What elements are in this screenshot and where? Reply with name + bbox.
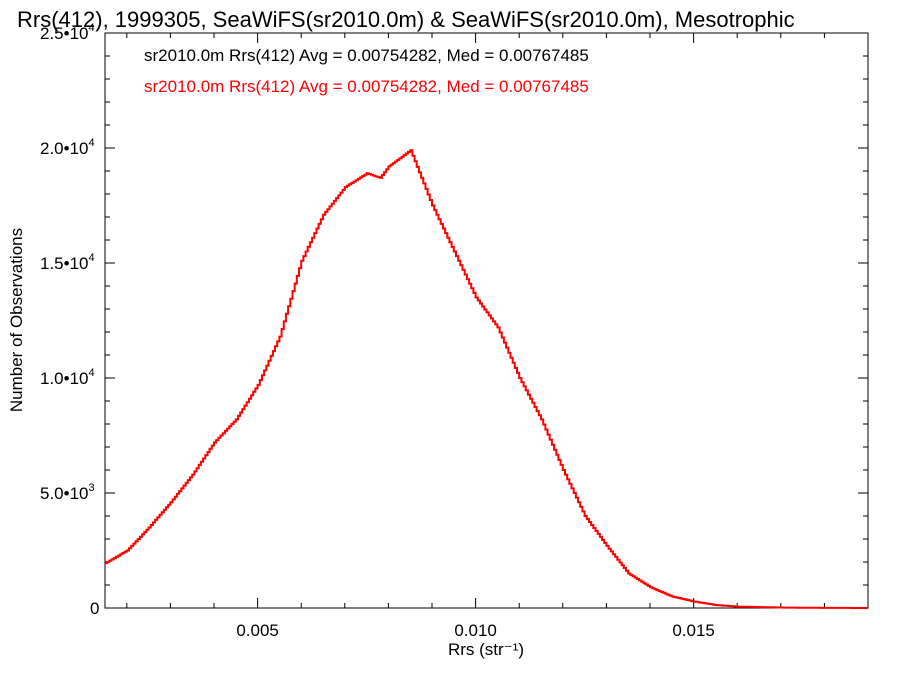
y-tick-label: 1.0•104 [40, 367, 95, 388]
x-axis-label: Rrs (str⁻¹) [448, 640, 524, 659]
y-tick-label: 2.0•104 [40, 137, 95, 158]
x-tick-label: 0.005 [236, 621, 279, 640]
y-tick-label: 5.0•103 [40, 482, 95, 503]
series-line-rrs412 [105, 149, 868, 609]
annotation-red: sr2010.0m Rrs(412) Avg = 0.00754282, Med… [144, 77, 589, 96]
y-tick-label: 2.5•104 [40, 22, 95, 43]
y-axis-label: Number of Observations [7, 228, 26, 412]
plot-frame [104, 32, 869, 609]
x-tick-label: 0.015 [672, 621, 715, 640]
chart-title: Rrs(412), 1999305, SeaWiFS(sr2010.0m) & … [17, 7, 795, 32]
y-tick-label: 0 [90, 599, 99, 618]
annotation-black: sr2010.0m Rrs(412) Avg = 0.00754282, Med… [144, 46, 589, 65]
x-axis-ticks: 0.005 0.010 0.015 [126, 33, 869, 640]
x-tick-label: 0.010 [454, 621, 497, 640]
y-axis-ticks: 0 5.0•103 1.0•104 1.5•104 2.0•104 2.5•104 [40, 22, 868, 618]
y-tick-label: 1.5•104 [40, 252, 95, 273]
